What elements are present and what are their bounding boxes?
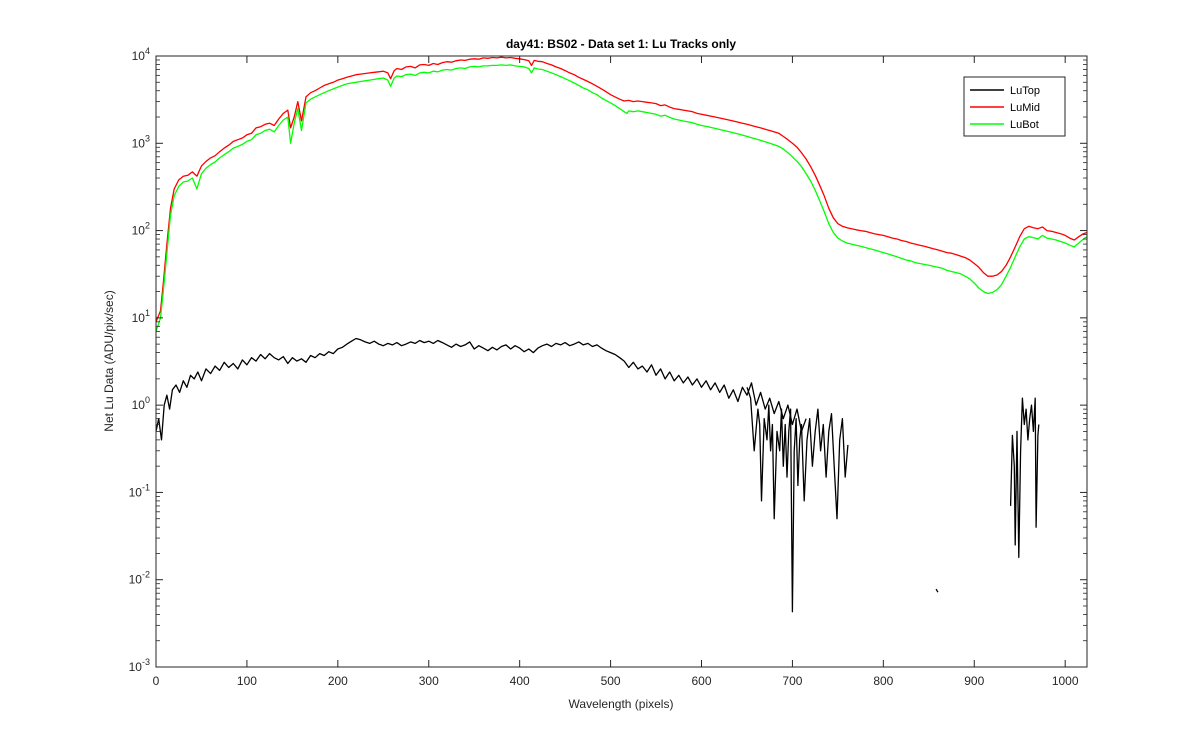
y-tick-label: 101 [132, 308, 150, 325]
x-tick-label: 300 [419, 674, 439, 688]
x-tick-label: 0 [153, 674, 160, 688]
x-tick-label: 700 [782, 674, 802, 688]
y-tick-label: 102 [132, 221, 150, 238]
plot-area [156, 56, 1087, 667]
axes-box [155, 55, 1088, 668]
y-tick-label: 10-3 [129, 657, 150, 674]
legend: LuTop LuMid LuBot [963, 76, 1066, 137]
y-tick-label: 104 [132, 46, 150, 63]
y-tick-label: 103 [132, 133, 150, 150]
x-tick-label: 900 [964, 674, 984, 688]
x-tick-label: 800 [873, 674, 893, 688]
series-line-lutop-segment-2 [1009, 397, 1040, 559]
legend-label-lumid: LuMid [1010, 102, 1040, 114]
series-line-lutop-segment-1 [746, 387, 849, 613]
legend-label-lutop: LuTop [1010, 85, 1040, 97]
x-tick-label: 500 [601, 674, 621, 688]
y-axis-label: Net Lu Data (ADU/pix/sec) [102, 290, 116, 431]
series-line-lutop-isolated-point [935, 588, 939, 593]
x-tick-label: 1000 [1052, 674, 1079, 688]
y-tick-label: 100 [132, 395, 150, 412]
x-tick-label: 100 [237, 674, 257, 688]
y-tick-label: 10-1 [129, 482, 150, 499]
x-axis-label: Wavelength (pixels) [569, 697, 674, 711]
legend-box [963, 76, 1066, 137]
series-layer [156, 56, 1087, 613]
chart-title: day41: BS02 - Data set 1: Lu Tracks only [506, 37, 736, 51]
x-tick-label: 400 [510, 674, 530, 688]
series-line-lubot-segment-0 [156, 64, 1087, 332]
legend-label-lubot: LuBot [1010, 119, 1039, 131]
x-tick-label: 200 [328, 674, 348, 688]
series-line-lumid-segment-0 [156, 56, 1087, 323]
y-tick-label: 10-2 [129, 570, 150, 587]
series-line-lutop-segment-0 [156, 337, 807, 441]
axes: 0 100 200 300 400 500 600 700 800 900 1000 10-3 10-2… [129, 46, 1088, 688]
x-tick-label: 600 [691, 674, 711, 688]
